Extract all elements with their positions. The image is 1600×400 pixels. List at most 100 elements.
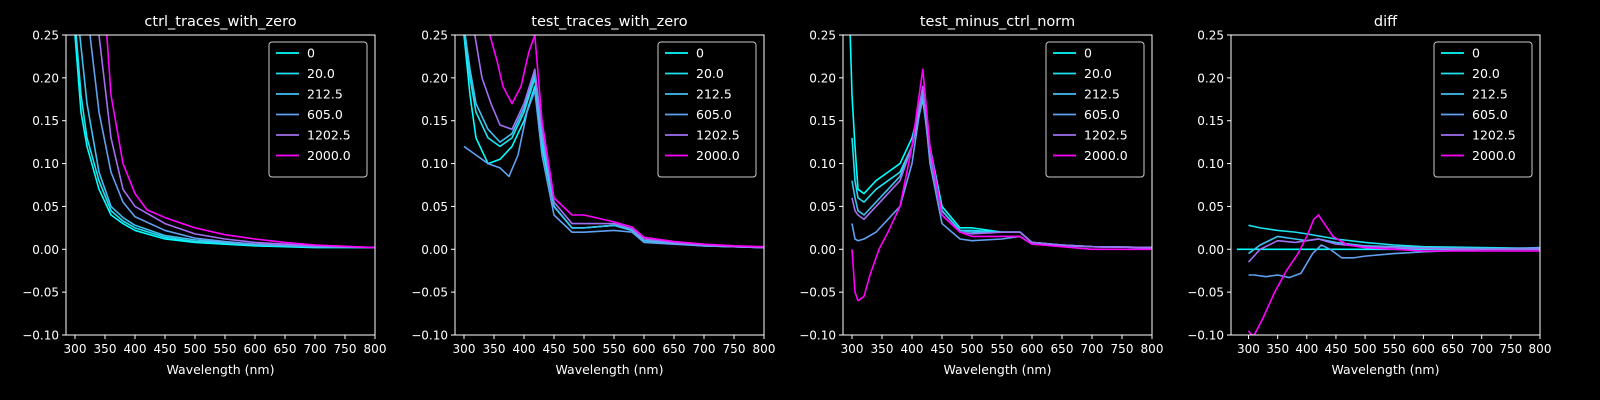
x-tick-label: 450 bbox=[543, 342, 566, 356]
legend-label: 2000.0 bbox=[1084, 148, 1128, 163]
x-axis-ticks: 300 350 400 450 500 550 600 650 700 750 800 bbox=[841, 335, 1164, 356]
legend-label: 605.0 bbox=[1084, 107, 1120, 122]
series-line-2000.0 bbox=[106, 35, 375, 249]
x-tick-label: 800 bbox=[753, 342, 776, 356]
series-lines bbox=[849, 35, 1152, 302]
x-tick-label: 700 bbox=[1470, 342, 1493, 356]
legend-item: 212.5 bbox=[1441, 87, 1508, 102]
y-tick-label: 0.05 bbox=[421, 200, 448, 214]
x-tick-label: 550 bbox=[1383, 342, 1406, 356]
x-tick-label: 600 bbox=[1412, 342, 1435, 356]
chart-title: diff bbox=[1374, 14, 1398, 30]
legend-item: 2000.0 bbox=[1441, 148, 1516, 163]
series-line-20.0 bbox=[75, 35, 375, 249]
x-tick-label: 650 bbox=[274, 342, 297, 356]
y-tick-label: 0.10 bbox=[421, 157, 448, 171]
legend-label: 2000.0 bbox=[307, 148, 351, 163]
y-tick-label: 0.00 bbox=[1197, 243, 1224, 257]
series-lines bbox=[1236, 214, 1540, 335]
y-tick-label: 0.25 bbox=[809, 29, 836, 43]
legend-item: 0 bbox=[276, 46, 315, 61]
x-tick-label: 750 bbox=[1111, 342, 1134, 356]
y-tick-label: 0.10 bbox=[32, 157, 59, 171]
x-tick-label: 500 bbox=[1354, 342, 1377, 356]
x-tick-label: 600 bbox=[1021, 342, 1044, 356]
y-tick-label: −0.05 bbox=[799, 286, 836, 300]
y-tick-label: 0.20 bbox=[421, 71, 448, 85]
y-tick-label: 0.00 bbox=[421, 243, 448, 257]
legend-label: 605.0 bbox=[1472, 107, 1508, 122]
legend-label: 212.5 bbox=[307, 87, 343, 102]
x-tick-label: 350 bbox=[483, 342, 506, 356]
x-tick-label: 600 bbox=[633, 342, 656, 356]
x-axis-ticks: 300 350 400 450 500 550 600 650 700 750 800 bbox=[1237, 335, 1551, 356]
legend-item: 1202.5 bbox=[665, 128, 740, 143]
x-axis-label: Wavelength (nm) bbox=[944, 362, 1052, 377]
x-tick-label: 650 bbox=[1051, 342, 1074, 356]
y-tick-label: −0.10 bbox=[1187, 329, 1224, 343]
legend-item: 605.0 bbox=[1441, 107, 1508, 122]
y-tick-label: 0.20 bbox=[32, 71, 59, 85]
y-tick-label: 0.25 bbox=[421, 29, 448, 43]
x-tick-label: 350 bbox=[871, 342, 894, 356]
y-tick-label: 0.25 bbox=[32, 29, 59, 43]
legend-box bbox=[1045, 41, 1145, 178]
series-line-1202.5 bbox=[1247, 238, 1540, 263]
y-tick-label: 0.10 bbox=[809, 157, 836, 171]
legend-item: 605.0 bbox=[1053, 107, 1120, 122]
legend-item: 212.5 bbox=[276, 87, 343, 102]
x-tick-label: 300 bbox=[1237, 342, 1260, 356]
legend-item: 2000.0 bbox=[665, 148, 740, 163]
x-tick-label: 500 bbox=[961, 342, 984, 356]
chart-panel-4: diff Wavelength (nm) 300 350 400 450 500 550 600… bbox=[1187, 14, 1551, 377]
series-line-1202.5 bbox=[98, 35, 375, 249]
x-tick-label: 800 bbox=[1141, 342, 1164, 356]
x-tick-label: 450 bbox=[154, 342, 177, 356]
legend-box bbox=[1433, 41, 1533, 178]
legend-label: 0 bbox=[307, 46, 315, 61]
x-tick-label: 550 bbox=[991, 342, 1014, 356]
y-axis-ticks: −0.10 −0.05 0.00 0.05 0.10 0.15 0.20 0.25 bbox=[22, 29, 66, 343]
legend-label: 2000.0 bbox=[1472, 148, 1516, 163]
x-tick-label: 400 bbox=[1295, 342, 1318, 356]
x-tick-label: 450 bbox=[1324, 342, 1347, 356]
x-tick-label: 700 bbox=[304, 342, 327, 356]
plot-frame bbox=[842, 34, 1153, 336]
legend-item: 20.0 bbox=[276, 66, 335, 81]
y-tick-label: 0.15 bbox=[421, 114, 448, 128]
x-tick-label: 500 bbox=[573, 342, 596, 356]
y-tick-label: 0.05 bbox=[809, 200, 836, 214]
x-tick-label: 400 bbox=[124, 342, 147, 356]
legend-label: 605.0 bbox=[696, 107, 732, 122]
y-tick-label: −0.10 bbox=[22, 329, 59, 343]
series-line-0 bbox=[74, 35, 375, 249]
legend: 0 20.0 212.5 605.0 1202.5 2000.0 bbox=[268, 41, 368, 178]
x-tick-label: 700 bbox=[693, 342, 716, 356]
legend-label: 1202.5 bbox=[1084, 128, 1128, 143]
series-lines bbox=[74, 35, 375, 249]
series-line-605.0 bbox=[89, 35, 375, 249]
x-tick-label: 400 bbox=[513, 342, 536, 356]
legend-box bbox=[268, 41, 368, 178]
y-tick-label: −0.05 bbox=[411, 286, 448, 300]
legend-label: 212.5 bbox=[1084, 87, 1120, 102]
chart-title: test_minus_ctrl_norm bbox=[920, 14, 1075, 30]
chart-panel-3: test_minus_ctrl_norm Wavelength (nm) 300 35… bbox=[799, 14, 1163, 377]
legend-item: 2000.0 bbox=[1053, 148, 1128, 163]
y-tick-label: 0.25 bbox=[1197, 29, 1224, 43]
x-axis-ticks: 300 350 400 450 500 550 600 650 700 750 800 bbox=[64, 335, 386, 356]
x-tick-label: 750 bbox=[1499, 342, 1522, 356]
y-tick-label: 0.15 bbox=[32, 114, 59, 128]
y-tick-label: −0.05 bbox=[22, 286, 59, 300]
plot-frame bbox=[454, 34, 765, 336]
series-line-2000.0 bbox=[489, 35, 764, 248]
series-line-2000.0 bbox=[851, 68, 1152, 302]
plot-frame bbox=[1230, 34, 1541, 336]
y-tick-label: 0.20 bbox=[809, 71, 836, 85]
x-tick-label: 300 bbox=[64, 342, 87, 356]
legend-label: 20.0 bbox=[307, 66, 335, 81]
y-tick-label: 0.15 bbox=[809, 114, 836, 128]
chart-title: ctrl_traces_with_zero bbox=[144, 14, 296, 30]
legend-item: 2000.0 bbox=[276, 148, 351, 163]
